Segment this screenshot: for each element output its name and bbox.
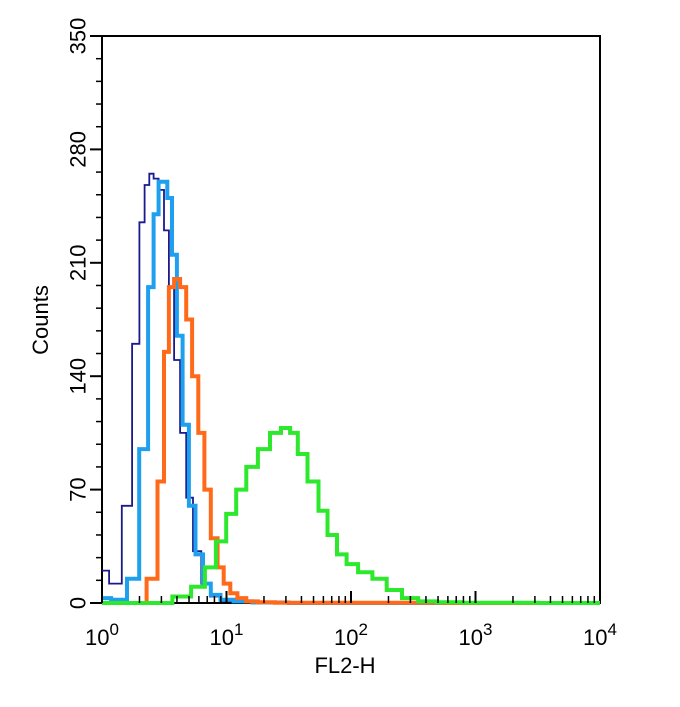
x-axis-tick-labels: 100 101 102 103 104 bbox=[85, 620, 617, 650]
y-tick-label: 140 bbox=[66, 358, 91, 395]
y-tick-label: 210 bbox=[66, 244, 91, 281]
y-axis-tick-labels: 0 70 140 210 280 350 bbox=[66, 18, 91, 609]
y-tick-label: 0 bbox=[66, 597, 91, 609]
y-axis-ticks bbox=[90, 35, 102, 604]
x-axis-ticks bbox=[101, 591, 596, 603]
y-tick-label: 350 bbox=[66, 18, 91, 55]
x-tick-label: 104 bbox=[583, 620, 617, 650]
histogram-series-2 bbox=[102, 179, 600, 605]
x-tick-label: 102 bbox=[334, 620, 368, 650]
x-tick-label: 100 bbox=[85, 620, 119, 650]
series-layer bbox=[102, 172, 600, 605]
histogram-series-3 bbox=[102, 277, 600, 605]
y-tick-label: 70 bbox=[66, 477, 91, 501]
x-tick-label: 103 bbox=[459, 620, 493, 650]
y-tick-label: 280 bbox=[66, 131, 91, 168]
y-axis-title: Counts bbox=[28, 285, 53, 355]
x-axis-title: FL2-H bbox=[314, 653, 375, 678]
histogram-series-4 bbox=[102, 426, 600, 605]
x-tick-label: 101 bbox=[210, 620, 244, 650]
